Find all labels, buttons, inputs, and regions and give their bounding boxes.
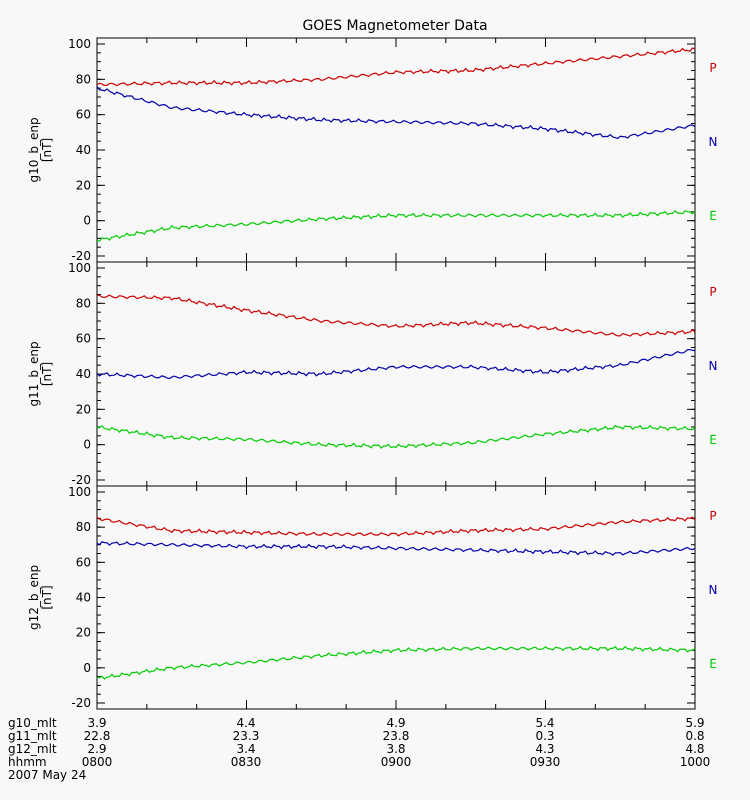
y-tick-label: 80	[76, 72, 91, 86]
y-tick-label: 20	[76, 402, 91, 416]
footer-value: 4.3	[535, 742, 554, 756]
footer-value: 4.9	[386, 716, 405, 730]
legend-label-P: P	[709, 285, 716, 299]
series-line-N	[96, 86, 696, 140]
y-tick-label: -20	[71, 696, 91, 710]
y-axis-label: g11_b_enp[nT]	[27, 341, 54, 406]
series-line-P	[96, 47, 696, 87]
footer-value: 22.8	[84, 729, 111, 743]
panel-frame	[96, 37, 696, 263]
panel-3: -20 0 20 40 60 80 100 g12_b_enp[nT] P N E	[27, 485, 717, 710]
series-line-E	[96, 645, 696, 680]
footer-value: 4.8	[685, 742, 704, 756]
legend-label-N: N	[709, 583, 718, 597]
footer-value: 0930	[530, 755, 561, 769]
series-line-E	[96, 424, 696, 449]
panel-2: -20 0 20 40 60 80 100 g11_b_enp[nT] P N E	[27, 261, 717, 487]
y-tick-label: -20	[71, 473, 91, 487]
y-tick-label: 0	[83, 661, 91, 675]
y-tick-label: 0	[83, 214, 91, 228]
series-line-E	[96, 210, 696, 242]
y-tick-label: 40	[76, 591, 91, 605]
footer-value: 0900	[381, 755, 412, 769]
footer-value: 1000	[680, 755, 711, 769]
chart-title: GOES Magnetometer Data	[302, 18, 487, 34]
legend-label-P: P	[709, 61, 716, 75]
footer-date: 2007 May 24	[8, 768, 86, 782]
y-tick-label: 0	[83, 438, 91, 452]
legend-label-N: N	[709, 359, 718, 373]
footer-value: 0830	[231, 755, 262, 769]
footer-value: 3.9	[87, 716, 106, 730]
series-line-P	[96, 294, 696, 337]
series-line-P	[96, 516, 696, 537]
footer-value: 23.8	[383, 729, 410, 743]
footer-value: 3.4	[236, 742, 255, 756]
footer-row-label: hhmm	[8, 755, 47, 769]
legend-label-N: N	[709, 135, 718, 149]
panel-1: -20 0 20 40 60 80 100 g10_b_enp[nT] P N E	[27, 37, 717, 263]
footer-value: 5.9	[685, 716, 704, 730]
footer-row-label: g12_mlt	[8, 742, 57, 756]
footer-value: 2.9	[87, 742, 106, 756]
y-tick-label: 60	[76, 108, 91, 122]
footer-value: 3.8	[386, 742, 405, 756]
footer-value: 0800	[82, 755, 113, 769]
footer-row-label: g10_mlt	[8, 716, 57, 730]
footer-value: 5.4	[535, 716, 554, 730]
y-tick-label: 100	[68, 37, 91, 51]
footer-value: 4.4	[236, 716, 255, 730]
series-line-N	[96, 541, 696, 556]
y-tick-label: 100	[68, 485, 91, 499]
footer-value: 0.8	[685, 729, 704, 743]
y-tick-label: 60	[76, 332, 91, 346]
y-axis-label: g12_b_enp[nT]	[27, 565, 54, 630]
y-tick-label: 20	[76, 626, 91, 640]
y-tick-label: 80	[76, 296, 91, 310]
panel-frame	[96, 261, 696, 487]
legend-label-E: E	[709, 433, 717, 447]
y-axis-label: g10_b_enp[nT]	[27, 117, 54, 182]
panel-frame	[96, 485, 696, 710]
y-tick-label: 40	[76, 143, 91, 157]
y-tick-label: 100	[68, 261, 91, 275]
series-line-N	[96, 348, 696, 380]
y-tick-label: 20	[76, 178, 91, 192]
legend-label-E: E	[709, 209, 717, 223]
y-tick-label: 80	[76, 520, 91, 534]
y-tick-label: 60	[76, 555, 91, 569]
y-tick-label: 40	[76, 367, 91, 381]
legend-label-E: E	[709, 657, 717, 671]
y-tick-label: -20	[71, 249, 91, 263]
footer-value: 0.3	[535, 729, 554, 743]
footer-row-label: g11_mlt	[8, 729, 57, 743]
legend-label-P: P	[709, 509, 716, 523]
footer-value: 23.3	[233, 729, 260, 743]
